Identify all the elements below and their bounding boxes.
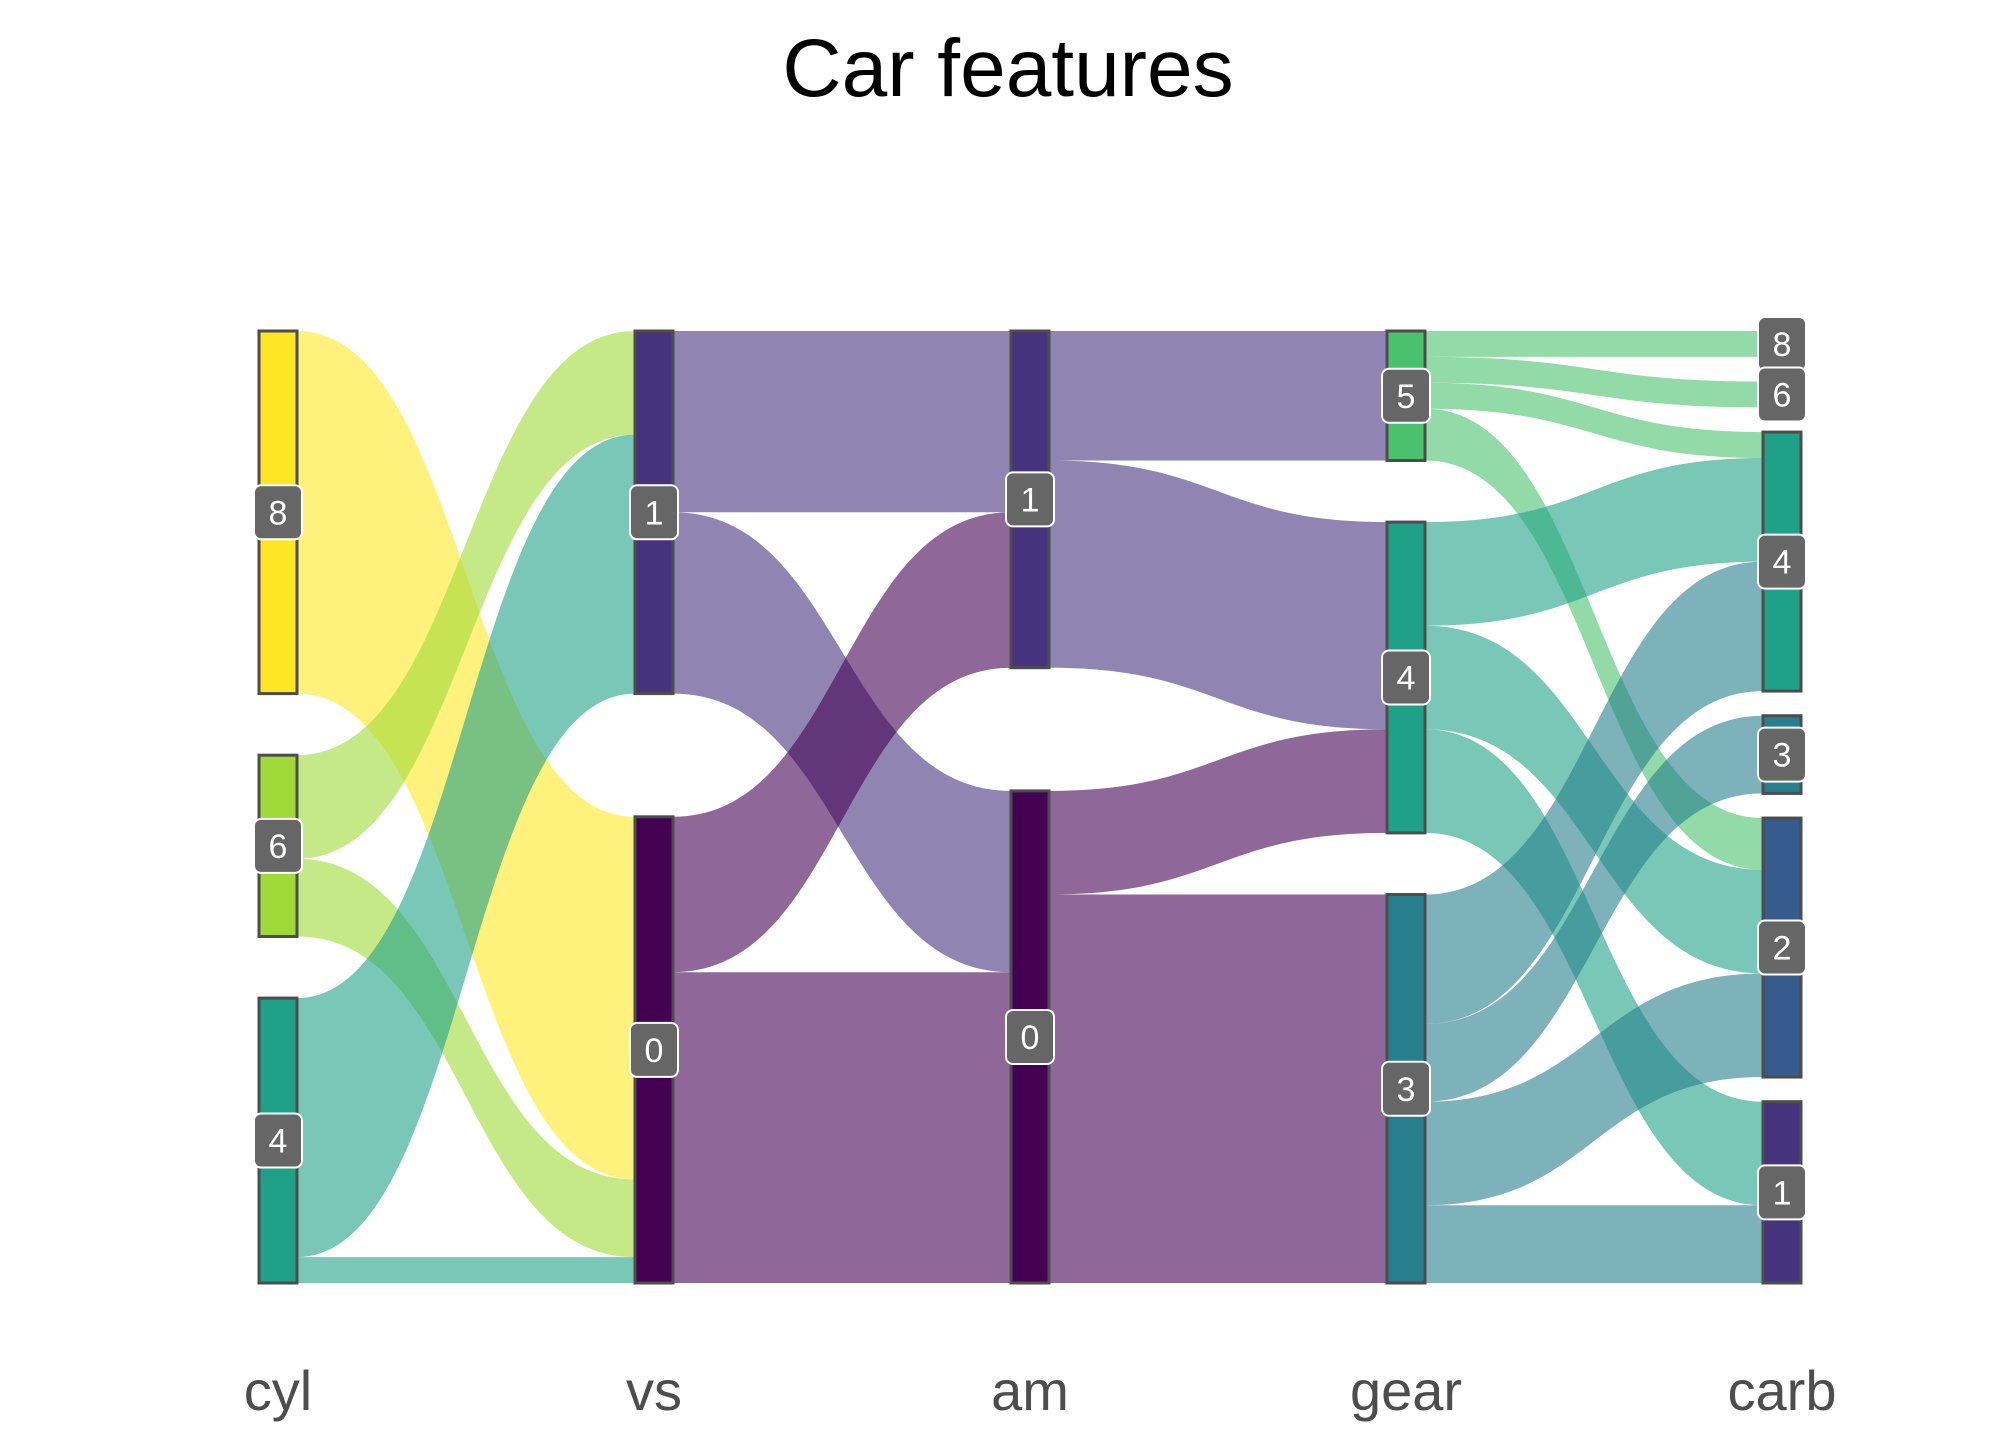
flow-gear-3-to-carb-4 <box>1425 561 1763 1024</box>
flow-vs-0-to-am-1 <box>673 512 1011 973</box>
node-label-vs-1: 1 <box>629 484 679 541</box>
node-label-text: 2 <box>1773 930 1792 968</box>
flow-am-0-to-gear-4 <box>1049 729 1387 895</box>
node-label-background <box>1005 1008 1055 1065</box>
node-label-carb-4: 4 <box>1757 533 1807 590</box>
node-label-background <box>253 484 303 541</box>
chart-title: Car features <box>782 23 1233 114</box>
node-label-text: 1 <box>645 494 664 532</box>
flows-layer <box>297 331 1763 1283</box>
node-label-gear-4: 4 <box>1381 649 1431 706</box>
node-label-background <box>1381 649 1431 706</box>
flow-gear-5-to-carb-8 <box>1425 331 1763 357</box>
flow-gear-3-to-carb-2 <box>1425 973 1763 1206</box>
node-label-text: 1 <box>1773 1174 1792 1212</box>
node-label-cyl-6: 6 <box>253 817 303 874</box>
node-label-gear-3: 3 <box>1381 1060 1431 1117</box>
node-label-background <box>253 1112 303 1169</box>
flow-am-0-to-gear-3 <box>1049 894 1387 1283</box>
node-label-text: 4 <box>1773 544 1792 582</box>
flow-cyl-4-to-vs-1 <box>297 434 635 1258</box>
node-label-background <box>1757 726 1807 783</box>
node-label-text: 1 <box>1021 481 1040 519</box>
node-labels-layer: 8 6 4 1 0 1 0 5 4 3 8 6 4 3 2 1 <box>253 315 1807 1221</box>
node-label-text: 0 <box>1021 1019 1040 1057</box>
node-label-text: 4 <box>1397 660 1416 698</box>
node-label-background <box>1757 1164 1807 1221</box>
node-label-background <box>1757 919 1807 976</box>
node-label-text: 8 <box>1773 326 1792 364</box>
node-label-text: 5 <box>1397 378 1416 416</box>
node-label-text: 8 <box>269 494 288 532</box>
x-tick-am: am <box>991 1359 1069 1422</box>
node-label-cyl-4: 4 <box>253 1112 303 1169</box>
node-label-text: 3 <box>1773 737 1792 775</box>
flow-gear-3-to-carb-1 <box>1425 1205 1763 1283</box>
node-label-background <box>1381 367 1431 424</box>
node-label-background <box>253 817 303 874</box>
flow-gear-5-to-carb-4 <box>1425 382 1763 458</box>
node-label-background <box>1005 471 1055 528</box>
node-label-background <box>629 1021 679 1078</box>
node-label-am-0: 0 <box>1005 1008 1055 1065</box>
node-label-carb-8: 8 <box>1757 315 1807 372</box>
x-axis: cyl vs am gear carb <box>244 1359 1837 1422</box>
node-label-text: 0 <box>645 1032 664 1070</box>
flow-cyl-6-to-vs-1 <box>297 331 635 859</box>
node-label-am-1: 1 <box>1005 471 1055 528</box>
node-label-vs-0: 0 <box>629 1021 679 1078</box>
x-tick-carb: carb <box>1728 1359 1837 1422</box>
node-label-carb-3: 3 <box>1757 726 1807 783</box>
node-label-text: 6 <box>1773 376 1792 414</box>
node-label-background <box>1757 533 1807 590</box>
node-label-cyl-8: 8 <box>253 484 303 541</box>
flow-gear-3-to-carb-3 <box>1425 715 1763 1102</box>
node-label-text: 6 <box>269 828 288 866</box>
node-label-background <box>1757 366 1807 423</box>
flow-gear-4-to-carb-4 <box>1425 457 1763 626</box>
node-label-carb-6: 6 <box>1757 366 1807 423</box>
node-label-gear-5: 5 <box>1381 367 1431 424</box>
flow-vs-0-to-am-0 <box>673 972 1011 1283</box>
flow-am-1-to-gear-4 <box>1049 460 1387 730</box>
flow-gear-5-to-carb-6 <box>1425 356 1763 408</box>
flow-gear-5-to-carb-2 <box>1425 408 1763 870</box>
node-label-text: 3 <box>1397 1071 1416 1109</box>
node-label-background <box>629 484 679 541</box>
flow-cyl-4-to-vs-0 <box>297 1257 635 1283</box>
x-tick-cyl: cyl <box>244 1359 312 1422</box>
node-label-carb-2: 2 <box>1757 919 1807 976</box>
flow-am-1-to-gear-5 <box>1049 331 1387 461</box>
x-tick-gear: gear <box>1350 1359 1462 1422</box>
x-tick-vs: vs <box>626 1359 682 1422</box>
node-label-background <box>1381 1060 1431 1117</box>
node-label-carb-1: 1 <box>1757 1164 1807 1221</box>
flow-vs-1-to-am-1 <box>673 331 1011 513</box>
node-label-text: 4 <box>269 1123 288 1161</box>
